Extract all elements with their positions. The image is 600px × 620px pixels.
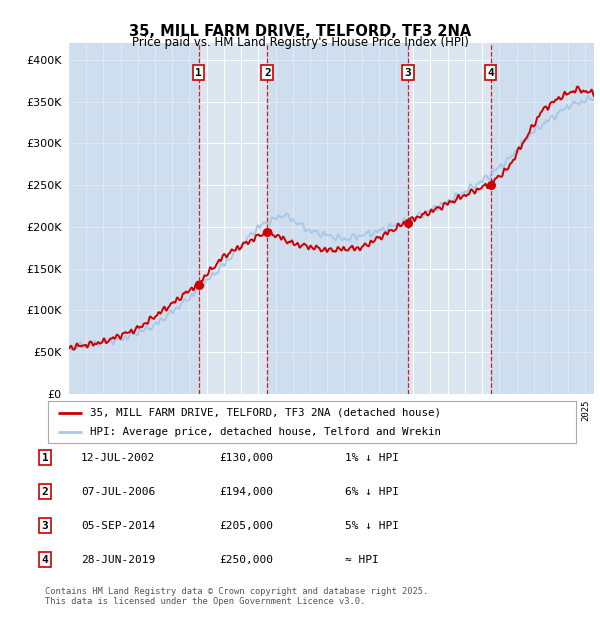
Text: 6% ↓ HPI: 6% ↓ HPI xyxy=(345,487,399,497)
Text: £130,000: £130,000 xyxy=(219,453,273,463)
Bar xyxy=(69,43,199,394)
Text: 4: 4 xyxy=(41,555,49,565)
Text: 5% ↓ HPI: 5% ↓ HPI xyxy=(345,521,399,531)
Text: 3: 3 xyxy=(41,521,49,531)
Text: 07-JUL-2006: 07-JUL-2006 xyxy=(81,487,155,497)
Text: Price paid vs. HM Land Registry's House Price Index (HPI): Price paid vs. HM Land Registry's House … xyxy=(131,36,469,49)
Text: ≈ HPI: ≈ HPI xyxy=(345,555,379,565)
Bar xyxy=(267,43,408,394)
Text: Contains HM Land Registry data © Crown copyright and database right 2025.
This d: Contains HM Land Registry data © Crown c… xyxy=(45,587,428,606)
Text: 3: 3 xyxy=(404,68,411,78)
Text: HPI: Average price, detached house, Telford and Wrekin: HPI: Average price, detached house, Telf… xyxy=(90,427,441,437)
Text: £194,000: £194,000 xyxy=(219,487,273,497)
Text: 4: 4 xyxy=(487,68,494,78)
Text: 05-SEP-2014: 05-SEP-2014 xyxy=(81,521,155,531)
Bar xyxy=(491,43,594,394)
Text: £205,000: £205,000 xyxy=(219,521,273,531)
Text: £250,000: £250,000 xyxy=(219,555,273,565)
Text: 35, MILL FARM DRIVE, TELFORD, TF3 2NA (detached house): 35, MILL FARM DRIVE, TELFORD, TF3 2NA (d… xyxy=(90,407,441,417)
Text: 28-JUN-2019: 28-JUN-2019 xyxy=(81,555,155,565)
Text: 1: 1 xyxy=(195,68,202,78)
Text: 2: 2 xyxy=(41,487,49,497)
Text: 1: 1 xyxy=(41,453,49,463)
Text: 35, MILL FARM DRIVE, TELFORD, TF3 2NA: 35, MILL FARM DRIVE, TELFORD, TF3 2NA xyxy=(129,24,471,38)
Text: 1% ↓ HPI: 1% ↓ HPI xyxy=(345,453,399,463)
Text: 2: 2 xyxy=(264,68,271,78)
Text: 12-JUL-2002: 12-JUL-2002 xyxy=(81,453,155,463)
